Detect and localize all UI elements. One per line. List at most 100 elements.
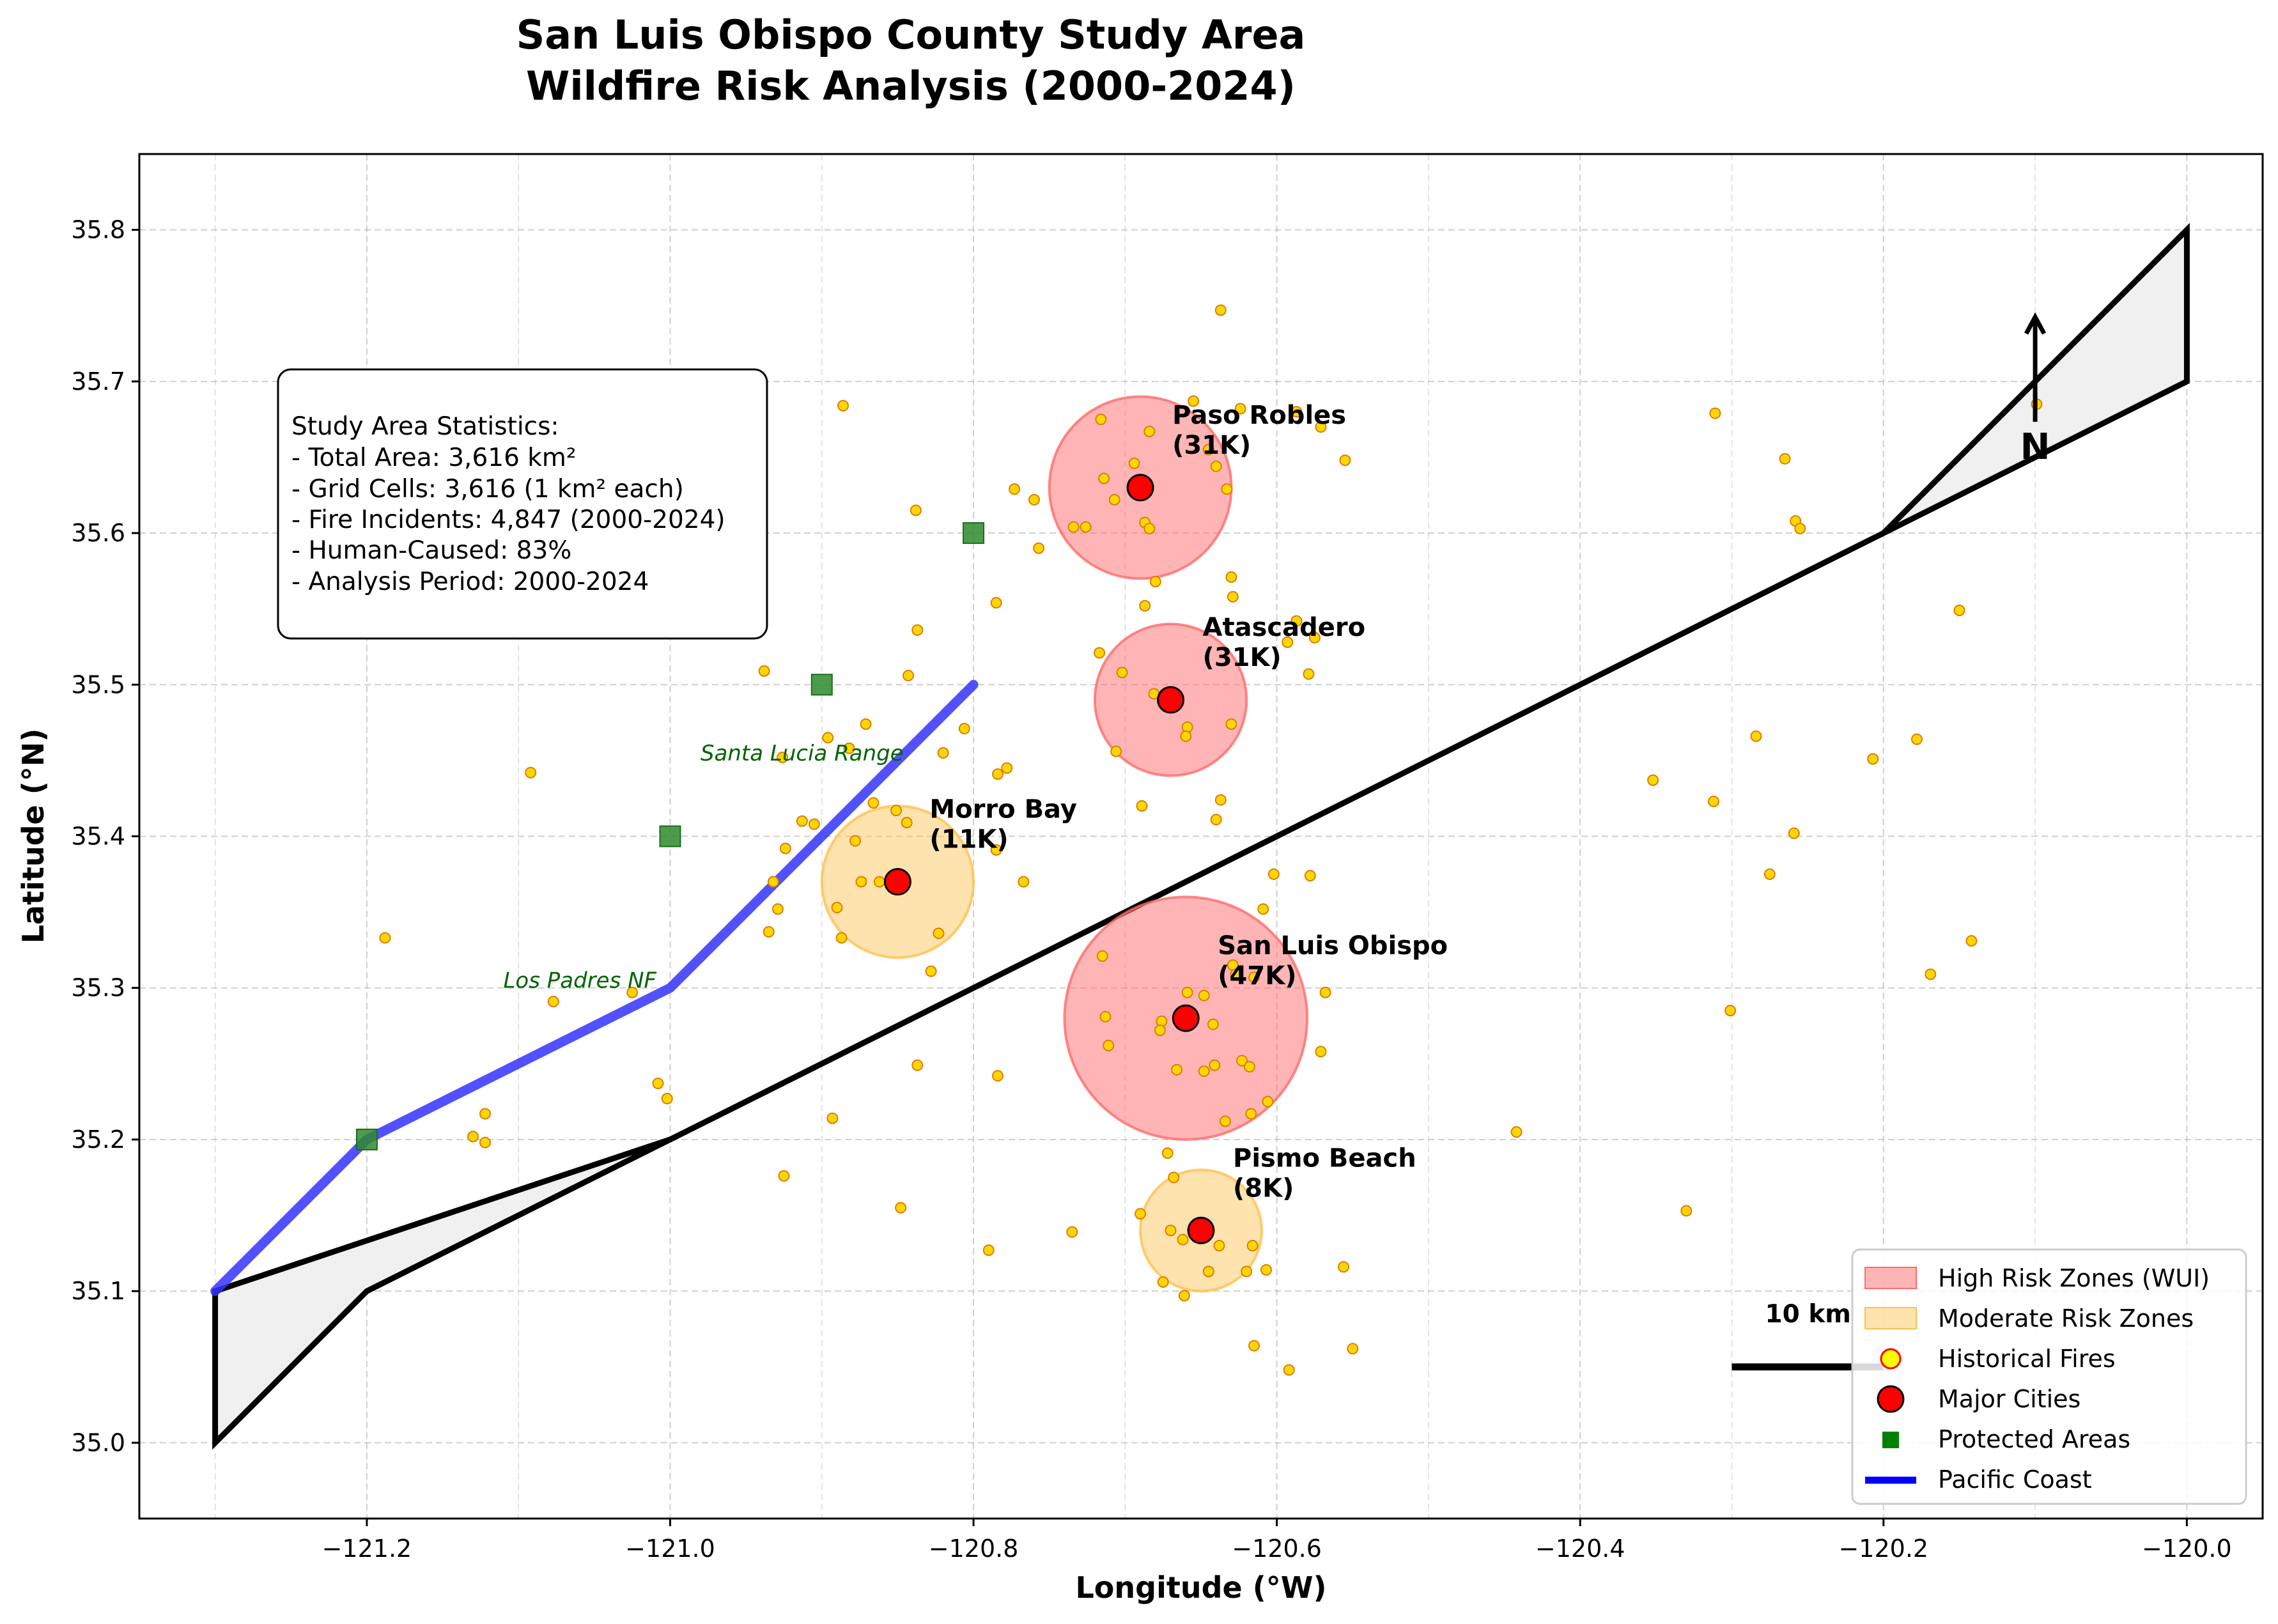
region-labels: Santa Lucia Range Los Padres NF: [503, 741, 903, 994]
city-population-label: (47K): [1218, 961, 1296, 991]
fire-point: [1108, 493, 1120, 506]
fire-point: [1143, 522, 1156, 534]
pacific-coast-line: [210, 679, 979, 1296]
legend-label: Historical Fires: [1938, 1345, 2116, 1373]
fire-point: [1245, 1108, 1257, 1120]
fire-point: [661, 1092, 673, 1104]
fire-point: [1234, 403, 1246, 415]
fire-point: [1283, 1364, 1295, 1376]
fire-point: [1198, 989, 1210, 1001]
fire-point: [990, 844, 1002, 856]
fire-point: [1315, 1046, 1327, 1058]
fire-point: [1157, 1276, 1169, 1288]
fire-point: [910, 504, 922, 516]
fire-point: [1161, 1147, 1174, 1159]
fire-point: [1209, 1059, 1221, 1071]
fire-point: [1257, 903, 1269, 915]
stats-line: - Fire Incidents: 4,847 (2000-2024): [291, 506, 725, 534]
fire-point: [890, 805, 903, 817]
city-name-label: Pismo Beach: [1233, 1143, 1416, 1173]
fire-point: [1207, 1018, 1219, 1030]
fire-point: [1139, 599, 1151, 612]
legend-label: Protected Areas: [1938, 1425, 2130, 1453]
y-tick-label: 35.6: [71, 519, 125, 547]
fire-point: [1202, 1265, 1214, 1278]
stats-line: - Grid Cells: 3,616 (1 km² each): [291, 475, 684, 504]
fire-point: [1080, 521, 1092, 533]
fire-point: [992, 1070, 1004, 1082]
protected-areas: [355, 522, 985, 1150]
historical-fires: [379, 304, 2043, 1376]
fire-point: [1213, 1240, 1225, 1251]
fire-point: [1018, 876, 1030, 888]
legend-label: Moderate Risk Zones: [1938, 1304, 2194, 1333]
stats-title: Study Area Statistics:: [291, 412, 559, 441]
fire-point: [1290, 406, 1303, 418]
city-marker: [883, 868, 911, 896]
fire-point: [652, 1078, 664, 1090]
fire-point: [1103, 1039, 1115, 1051]
fire-point: [933, 927, 945, 940]
city-population-label: (31K): [1203, 643, 1282, 672]
fire-point: [777, 752, 789, 764]
fire-point: [1248, 971, 1260, 984]
city-marker: [1157, 686, 1185, 714]
fire-point: [1304, 870, 1316, 882]
fire-point: [808, 818, 820, 830]
y-axis-label: Latitude (°N): [16, 729, 50, 944]
city-name-label: Morro Bay: [929, 795, 1076, 824]
fire-point: [1910, 733, 1923, 745]
fire-point: [779, 842, 791, 855]
fire-point: [1680, 1205, 1693, 1217]
protected-area-marker: [355, 1128, 378, 1150]
fire-point: [1096, 950, 1108, 962]
fire-point: [479, 1108, 492, 1120]
y-tick-label: 35.2: [71, 1125, 125, 1154]
fire-point: [763, 925, 775, 938]
fire-point: [860, 718, 872, 730]
y-tick-label: 35.5: [71, 670, 125, 699]
fire-point: [873, 876, 885, 888]
pacific-coast: [210, 679, 979, 1296]
fire-point: [1171, 1063, 1183, 1076]
north-arrow: N: [2020, 312, 2050, 468]
fire-point: [758, 665, 770, 677]
fire-point: [831, 901, 843, 913]
fire-point: [1347, 1343, 1359, 1355]
fire-point: [822, 732, 834, 744]
legend-fire-marker: [1880, 1348, 1902, 1370]
fire-point: [1225, 718, 1237, 730]
region-label: Santa Lucia Range: [701, 741, 904, 766]
map-title-line2: Wildfire Risk Analysis (2000-2024): [526, 63, 1296, 109]
fire-point: [547, 996, 559, 1008]
fire-point: [1095, 414, 1107, 426]
y-axis-ticks: 35.0 35.1 35.2 35.3 35.4 35.5 35.6 35.7 35.8: [71, 216, 139, 1457]
fire-point: [1225, 571, 1237, 583]
fire-point: [1236, 1055, 1248, 1067]
x-tick-label: −120.8: [929, 1535, 1019, 1563]
city-marker: [1172, 1004, 1200, 1032]
fire-point: [1965, 935, 1978, 947]
fire-point: [771, 903, 784, 915]
fire-point: [1290, 615, 1303, 627]
fire-point: [1219, 1115, 1231, 1127]
protected-area-marker: [963, 522, 985, 545]
fire-point: [1246, 1240, 1259, 1251]
fire-point: [379, 932, 391, 944]
fire-point: [925, 965, 937, 977]
fire-point: [1149, 575, 1161, 587]
y-tick-label: 35.8: [71, 216, 125, 244]
fire-point: [1241, 1265, 1253, 1278]
x-tick-label: −120.4: [1535, 1535, 1625, 1563]
fire-point: [911, 624, 924, 636]
fire-point: [1243, 1061, 1255, 1073]
fire-point: [767, 876, 779, 888]
fire-point: [1188, 395, 1200, 407]
fire-point: [937, 747, 949, 759]
fire-point: [1709, 407, 1721, 419]
scale-bar-label: 10 km: [1765, 1300, 1851, 1329]
fire-point: [1339, 454, 1351, 467]
city-population-label: (11K): [929, 825, 1008, 855]
fire-point: [1180, 730, 1192, 742]
